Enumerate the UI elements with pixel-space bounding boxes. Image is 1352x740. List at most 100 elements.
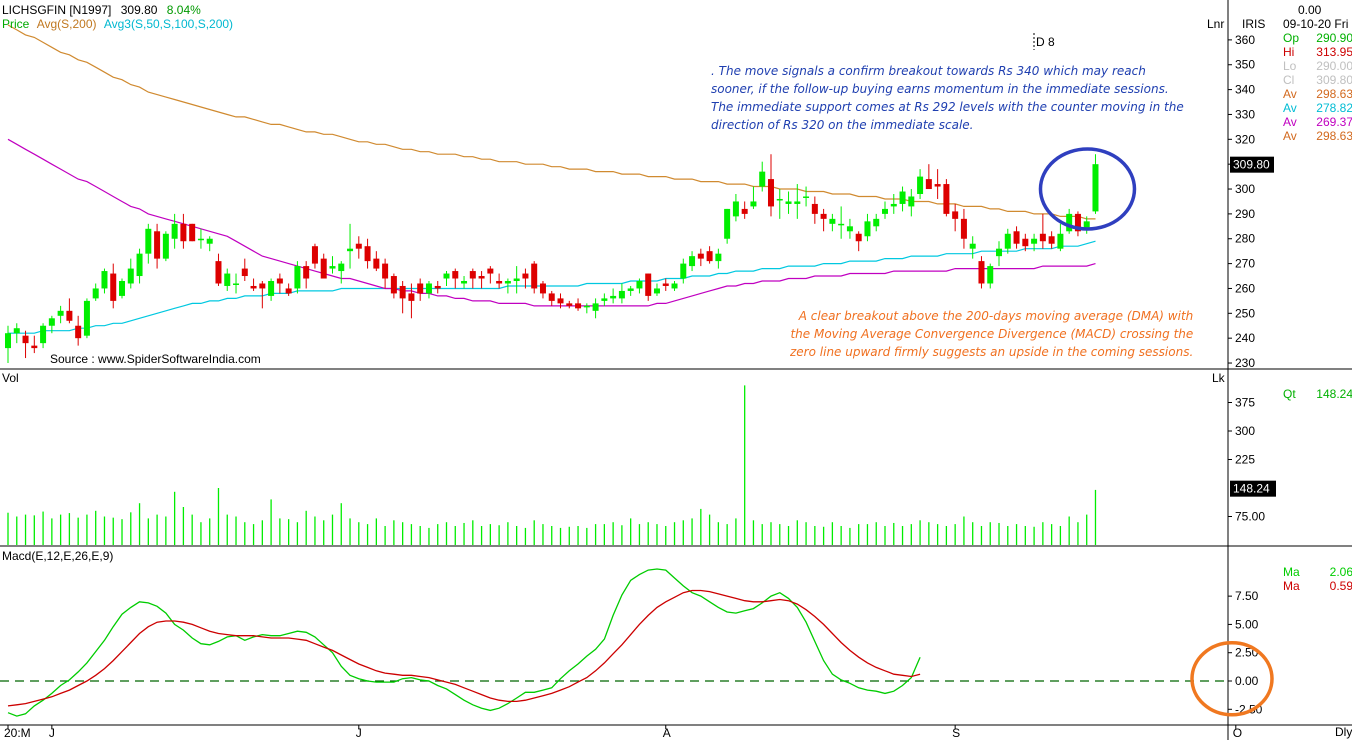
vol-title: Vol	[2, 371, 19, 385]
candle-up	[461, 281, 468, 284]
candle-down	[320, 258, 327, 279]
candle-up	[618, 290, 625, 299]
info-close: Cl 309.80	[1283, 73, 1352, 87]
candle-down	[978, 261, 985, 284]
avg100-line	[7, 138, 1096, 307]
vol-tick-label: 375	[1235, 396, 1255, 410]
candle-down	[566, 303, 573, 306]
candle-up	[592, 303, 599, 311]
candle-up	[732, 201, 739, 217]
title-row: LICHSGFIN [N1997] 309.80 8.04%	[2, 3, 201, 17]
candle-down	[259, 283, 266, 289]
candle-up	[1092, 164, 1099, 212]
price-tick-label: 290	[1235, 207, 1255, 221]
candle-up	[671, 283, 678, 289]
candle-up	[846, 226, 853, 232]
x-tick-label: J	[49, 726, 55, 740]
candle-up	[443, 273, 450, 279]
price-tick-label: 240	[1235, 331, 1255, 345]
note-blue-line: sooner, if the follow-up buying earns mo…	[711, 82, 1169, 96]
candle-down	[1013, 231, 1020, 244]
candle-up	[145, 228, 152, 254]
candle-up	[171, 223, 178, 239]
overlay-legend: Price Avg(S,200) Avg3(S,50,S,100,S,200)	[2, 17, 233, 31]
price-tick-label: 330	[1235, 107, 1255, 121]
candle-down	[469, 271, 476, 279]
candle-down	[557, 298, 564, 304]
macd-signal-line	[7, 589, 921, 707]
candle-up	[601, 298, 608, 301]
candle-down	[276, 278, 283, 284]
info-avg200: Av 298.63	[1283, 87, 1352, 101]
candle-down	[189, 223, 196, 242]
candle-down	[110, 273, 117, 301]
candle-down	[706, 251, 713, 262]
candle-down	[478, 276, 485, 279]
price-tick-label: 270	[1235, 257, 1255, 271]
legend-avg3: Avg3(S,50,S,100,S,200)	[103, 17, 234, 31]
info-high: Hi 313.95	[1283, 45, 1352, 59]
candle-down	[241, 268, 248, 277]
candle-down	[434, 285, 441, 289]
candle-up	[873, 218, 880, 227]
candle-up	[899, 191, 906, 204]
candle-up	[347, 248, 354, 252]
breakout-highlight-circle	[1038, 147, 1137, 231]
candle-up	[101, 271, 108, 289]
date-label: 09-10-20 Fri	[1283, 17, 1349, 31]
candle-up	[610, 295, 617, 299]
candle-up	[40, 325, 47, 344]
candle-up	[1031, 238, 1038, 244]
candle-up	[1083, 221, 1090, 229]
price-tick-label: 340	[1235, 83, 1255, 97]
vol-tick-label: 300	[1235, 424, 1255, 438]
candle-up	[294, 266, 301, 289]
note-blue: . The move signals a confirm breakout to…	[711, 62, 1184, 134]
candle-up	[127, 268, 134, 284]
candle-up	[338, 263, 345, 272]
candle-up	[329, 266, 336, 269]
candle-down	[180, 223, 187, 242]
macd-tick-label: 5.00	[1235, 617, 1259, 631]
price-tick-label: 320	[1235, 132, 1255, 146]
candle-up	[233, 283, 240, 285]
candle-up	[136, 253, 143, 277]
candle-up	[57, 310, 64, 316]
candle-up	[715, 253, 722, 262]
candle-down	[1039, 233, 1046, 242]
candle-up	[969, 243, 976, 249]
macd-line	[7, 568, 921, 717]
macd-legend-2: Ma 0.59	[1283, 579, 1352, 593]
vol-qt: Qt 148.24	[1283, 387, 1352, 401]
top-value: 0.00	[1298, 3, 1322, 17]
macd-legend-1: Ma 2.06	[1283, 565, 1352, 579]
vol-tick-label: 75.00	[1235, 510, 1265, 524]
note-orange-line: A clear breakout above the 200-days movi…	[798, 309, 1194, 323]
price-tick-label: 350	[1235, 58, 1255, 72]
candle-up	[1057, 233, 1064, 249]
candle-up	[224, 273, 231, 286]
candle-up	[882, 208, 888, 214]
avg50-line	[8, 240, 1096, 334]
last-volume-tag-text: 148.24	[1233, 482, 1270, 496]
candle-down	[355, 243, 362, 249]
last-volume-tag	[1230, 480, 1276, 497]
candle-down	[382, 263, 389, 279]
candle-down	[1074, 213, 1081, 232]
note-orange: A clear breakout above the 200-days movi…	[790, 307, 1193, 361]
note-orange-line: the Moving Average Convergence Divergenc…	[790, 327, 1194, 341]
candle-up	[838, 223, 845, 226]
candle-down	[1022, 238, 1029, 247]
price-tick-label: 280	[1235, 232, 1255, 246]
price-label: 309.80	[120, 3, 158, 17]
candle-up	[13, 328, 20, 334]
candle-up	[5, 333, 11, 349]
candle-down	[22, 335, 29, 344]
macd-tick-label: 0.00	[1235, 674, 1259, 688]
macd-tick-label: 7.50	[1235, 589, 1259, 603]
candle-up	[724, 208, 731, 239]
vol-right-label: Lk	[1212, 371, 1225, 385]
candle-up	[162, 233, 169, 259]
candle-down	[645, 273, 652, 296]
